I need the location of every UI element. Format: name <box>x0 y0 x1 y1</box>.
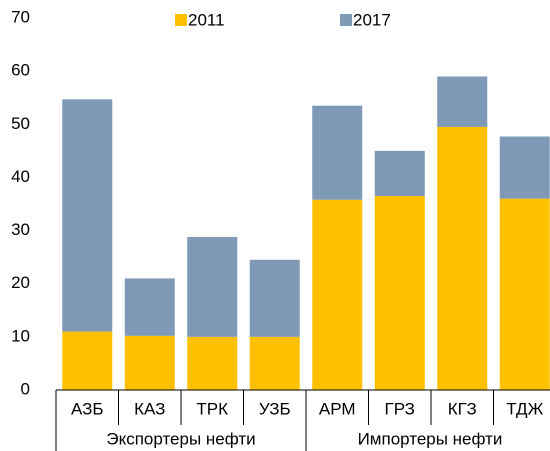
bar-segment <box>312 105 363 200</box>
bar-segment <box>62 331 113 390</box>
bar-segment <box>437 126 488 390</box>
bar-segment <box>124 335 175 390</box>
bar-segment <box>187 336 238 390</box>
bar-segment <box>62 99 113 332</box>
x-tick-label: ТДЖ <box>506 399 543 418</box>
bar-segment <box>312 199 363 390</box>
y-tick-label: 60 <box>11 61 30 80</box>
group-label: Импортеры нефти <box>358 429 503 448</box>
bar-segment <box>187 236 238 337</box>
bar-segment <box>499 198 550 390</box>
y-tick-label: 70 <box>11 7 30 26</box>
y-tick-label: 10 <box>11 326 30 345</box>
bar-segment <box>249 259 300 337</box>
bar-segment <box>374 150 425 197</box>
bar-segment <box>437 76 488 127</box>
x-tick-label: КАЗ <box>134 399 165 418</box>
y-tick-label: 50 <box>11 114 30 133</box>
y-tick-label: 40 <box>11 167 30 186</box>
x-tick-label: АЗБ <box>71 399 104 418</box>
bar-segment <box>249 336 300 390</box>
bar-segment <box>124 278 175 336</box>
legend-label: 2011 <box>188 10 225 29</box>
legend-swatch <box>340 14 352 26</box>
y-tick-label: 20 <box>11 273 30 292</box>
x-tick-label: УЗБ <box>259 399 291 418</box>
legend-swatch <box>175 14 187 26</box>
y-tick-label: 0 <box>21 379 30 398</box>
legend-label: 2017 <box>353 10 391 29</box>
bar-segment <box>499 136 550 199</box>
x-tick-label: КГЗ <box>448 399 477 418</box>
bar-segment <box>374 196 425 390</box>
group-label: Экспортеры нефти <box>106 429 255 448</box>
y-tick-label: 30 <box>11 220 30 239</box>
x-tick-label: ГРЗ <box>385 399 415 418</box>
x-tick-label: АРМ <box>319 399 356 418</box>
x-tick-label: ТРК <box>196 399 228 418</box>
